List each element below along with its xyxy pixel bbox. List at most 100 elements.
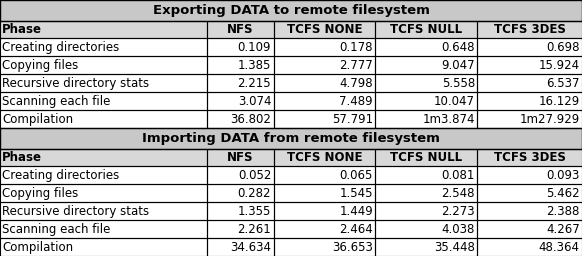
Bar	[477, 20, 582, 38]
Bar	[0, 0, 582, 20]
Text: 2.273: 2.273	[441, 205, 475, 218]
Text: 57.791: 57.791	[332, 113, 373, 125]
Bar	[0, 238, 207, 256]
Text: 1m3.874: 1m3.874	[423, 113, 475, 125]
Bar	[477, 202, 582, 220]
Bar	[477, 110, 582, 128]
Bar	[274, 92, 375, 110]
Text: 4.038: 4.038	[442, 223, 475, 236]
Bar	[0, 148, 207, 166]
Bar	[274, 148, 375, 166]
Bar	[274, 74, 375, 92]
Bar	[0, 202, 207, 220]
Bar	[477, 238, 582, 256]
Text: 9.047: 9.047	[441, 59, 475, 72]
Text: 0.081: 0.081	[442, 169, 475, 182]
Text: 2.464: 2.464	[339, 223, 373, 236]
Bar	[207, 56, 274, 74]
Bar	[0, 20, 207, 38]
Bar	[375, 20, 477, 38]
Bar	[375, 110, 477, 128]
Text: 0.648: 0.648	[441, 41, 475, 54]
Bar	[0, 56, 207, 74]
Bar	[477, 74, 582, 92]
Bar	[274, 56, 375, 74]
Text: Recursive directory stats: Recursive directory stats	[2, 77, 150, 90]
Bar	[0, 110, 207, 128]
Bar	[207, 166, 274, 184]
Bar	[477, 148, 582, 166]
Bar	[477, 166, 582, 184]
Text: 36.802: 36.802	[230, 113, 271, 125]
Text: 5.462: 5.462	[546, 187, 580, 200]
Bar	[477, 20, 582, 38]
Bar	[477, 184, 582, 202]
Text: Exporting DATA to remote filesystem: Exporting DATA to remote filesystem	[152, 4, 430, 17]
Bar	[274, 184, 375, 202]
Bar	[0, 220, 207, 238]
Text: 4.798: 4.798	[339, 77, 373, 90]
Bar	[375, 238, 477, 256]
Bar	[0, 92, 207, 110]
Bar	[207, 56, 274, 74]
Text: 15.924: 15.924	[538, 59, 580, 72]
Bar	[375, 184, 477, 202]
Bar	[477, 184, 582, 202]
Text: TCFS 3DES: TCFS 3DES	[494, 23, 566, 36]
Text: 4.267: 4.267	[546, 223, 580, 236]
Bar	[477, 56, 582, 74]
Text: Compilation: Compilation	[2, 113, 73, 125]
Bar	[207, 110, 274, 128]
Bar	[477, 74, 582, 92]
Text: TCFS 3DES: TCFS 3DES	[494, 151, 566, 164]
Bar	[274, 220, 375, 238]
Bar	[375, 148, 477, 166]
Bar	[375, 92, 477, 110]
Text: TCFS NULL: TCFS NULL	[391, 23, 462, 36]
Bar	[207, 74, 274, 92]
Bar	[0, 184, 207, 202]
Bar	[0, 74, 207, 92]
Text: 2.777: 2.777	[339, 59, 373, 72]
Bar	[375, 56, 477, 74]
Text: 2.215: 2.215	[237, 77, 271, 90]
Text: Copying files: Copying files	[2, 187, 79, 200]
Text: 1.545: 1.545	[339, 187, 373, 200]
Bar	[0, 148, 207, 166]
Bar	[0, 74, 207, 92]
Bar	[274, 166, 375, 184]
Bar	[274, 20, 375, 38]
Bar	[375, 38, 477, 56]
Bar	[0, 202, 207, 220]
Bar	[375, 74, 477, 92]
Bar	[207, 220, 274, 238]
Bar	[207, 202, 274, 220]
Text: 16.129: 16.129	[538, 95, 580, 108]
Bar	[0, 38, 207, 56]
Bar	[375, 202, 477, 220]
Bar	[0, 184, 207, 202]
Bar	[274, 238, 375, 256]
Text: 2.388: 2.388	[546, 205, 580, 218]
Text: 0.065: 0.065	[340, 169, 373, 182]
Text: Phase: Phase	[2, 23, 42, 36]
Bar	[0, 220, 207, 238]
Bar	[477, 38, 582, 56]
Bar	[477, 220, 582, 238]
Text: 1.355: 1.355	[238, 205, 271, 218]
Bar	[477, 56, 582, 74]
Text: 0.282: 0.282	[237, 187, 271, 200]
Bar	[375, 74, 477, 92]
Bar	[0, 166, 207, 184]
Bar	[375, 238, 477, 256]
Text: Scanning each file: Scanning each file	[2, 223, 111, 236]
Bar	[207, 184, 274, 202]
Bar	[207, 20, 274, 38]
Bar	[375, 38, 477, 56]
Bar	[207, 166, 274, 184]
Text: 3.074: 3.074	[237, 95, 271, 108]
Bar	[0, 38, 207, 56]
Bar	[274, 148, 375, 166]
Text: Creating directories: Creating directories	[2, 169, 119, 182]
Bar	[207, 74, 274, 92]
